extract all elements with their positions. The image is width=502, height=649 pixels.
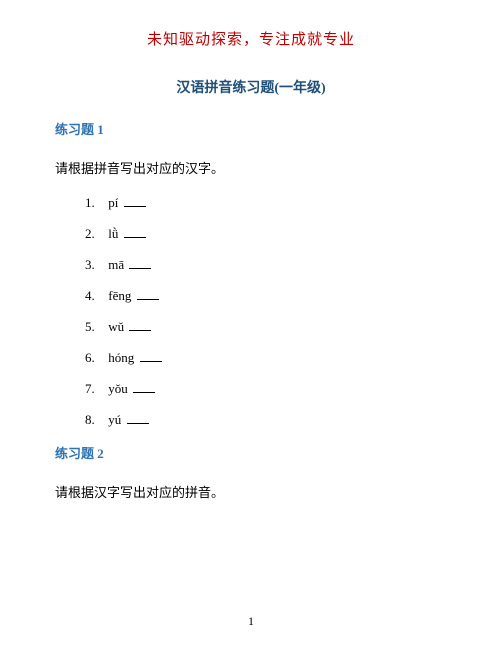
question-list-1: 1. pí 2. lǜ 3. mā 4. fēng 5. wǔ 6. hóng … [55, 195, 447, 428]
section-2-title: 练习题 2 [55, 443, 447, 462]
question-item: 5. wǔ [85, 319, 447, 335]
question-pinyin: wǔ [108, 319, 124, 334]
question-pinyin: hóng [108, 350, 134, 365]
question-pinyin: pí [108, 195, 118, 210]
question-number: 2. [85, 226, 105, 242]
answer-blank [129, 330, 151, 331]
question-pinyin: mā [108, 257, 124, 272]
section-1-instruction: 请根据拼音写出对应的汉字。 [55, 158, 447, 177]
answer-blank [124, 237, 146, 238]
question-number: 5. [85, 319, 105, 335]
document-title: 汉语拼音练习题(一年级) [55, 77, 447, 97]
question-pinyin: fēng [108, 288, 131, 303]
question-number: 3. [85, 257, 105, 273]
question-number: 4. [85, 288, 105, 304]
question-pinyin: yú [108, 412, 121, 427]
section-1-title: 练习题 1 [55, 119, 447, 138]
question-item: 6. hóng [85, 350, 447, 366]
question-item: 3. mā [85, 257, 447, 273]
question-number: 8. [85, 412, 105, 428]
question-item: 2. lǜ [85, 226, 447, 242]
question-item: 4. fēng [85, 288, 447, 304]
question-number: 1. [85, 195, 105, 211]
document-header: 未知驱动探索，专注成就专业 [55, 28, 447, 49]
section-2-instruction: 请根据汉字写出对应的拼音。 [55, 482, 447, 501]
answer-blank [129, 268, 151, 269]
question-pinyin: yǒu [108, 381, 128, 396]
answer-blank [137, 299, 159, 300]
answer-blank [140, 361, 162, 362]
question-number: 7. [85, 381, 105, 397]
answer-blank [124, 206, 146, 207]
answer-blank [127, 423, 149, 424]
question-item: 8. yú [85, 412, 447, 428]
question-number: 6. [85, 350, 105, 366]
page-number: 1 [248, 614, 254, 629]
answer-blank [133, 392, 155, 393]
question-pinyin: lǜ [108, 226, 118, 241]
question-item: 1. pí [85, 195, 447, 211]
question-item: 7. yǒu [85, 381, 447, 397]
